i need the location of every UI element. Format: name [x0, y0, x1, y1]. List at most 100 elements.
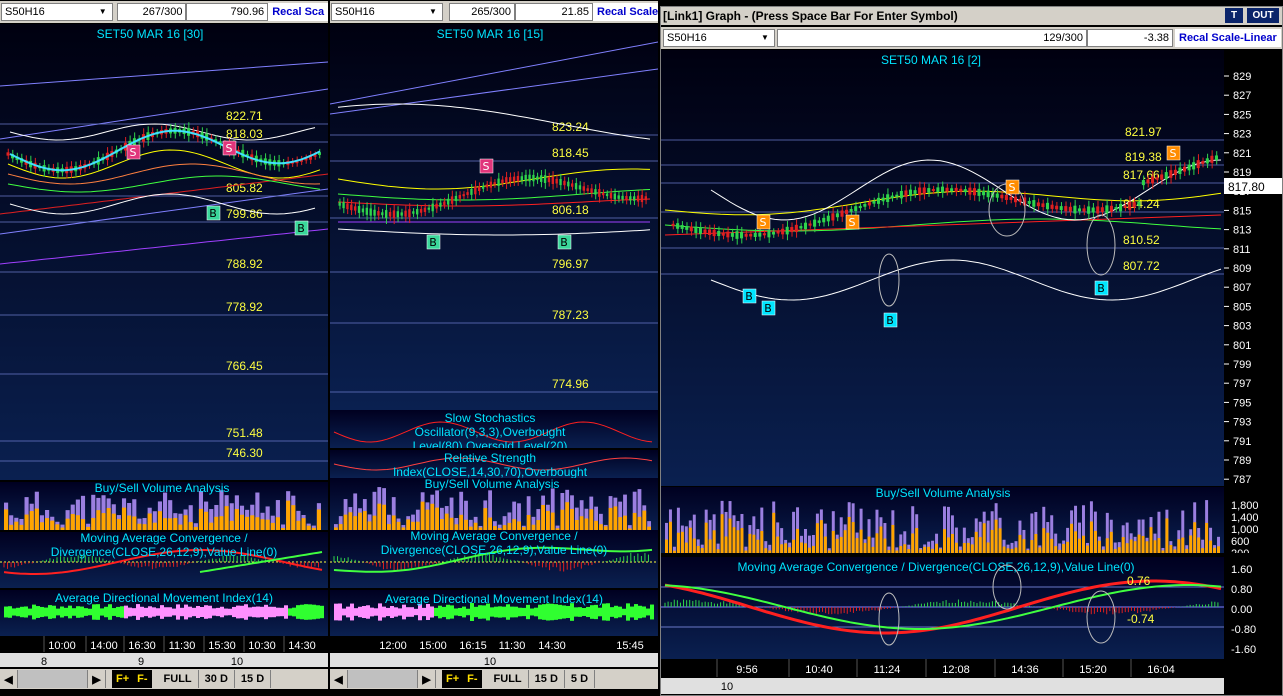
- candle: [698, 227, 702, 234]
- volume-bar-buy: [468, 526, 473, 530]
- adx-band: [574, 607, 578, 617]
- scrollbar[interactable]: [348, 670, 418, 688]
- candle: [1128, 202, 1132, 210]
- volume-bar-buy: [55, 524, 60, 530]
- macd-value-label: 0.76: [1127, 574, 1151, 588]
- candle: [1151, 176, 1155, 184]
- date-label: 9: [138, 656, 144, 668]
- volume-bar-sell: [75, 499, 80, 530]
- volume-bar-buy: [788, 547, 792, 553]
- buy-signal-box: [883, 312, 898, 328]
- zoom-out-button[interactable]: F-: [133, 670, 152, 688]
- volume-bar-sell: [1161, 547, 1165, 553]
- volume-bar-sell: [353, 493, 358, 530]
- volume-bar-buy: [229, 520, 234, 530]
- volume-bar-buy: [768, 550, 772, 553]
- volume-bar-buy: [555, 528, 560, 530]
- symbol-select[interactable]: S50H16 ▼: [331, 3, 443, 21]
- volume-bar-buy: [178, 524, 183, 530]
- scrollbar[interactable]: [18, 670, 88, 688]
- y-axis-label: 813: [1233, 225, 1251, 237]
- volume-bar-sell: [1217, 536, 1220, 553]
- zoom-in-button[interactable]: F+: [442, 670, 464, 688]
- stochastic-chart: Slow StochasticsOscillator(9,3,3),Overbo…: [330, 410, 658, 448]
- adx-band: [346, 606, 350, 618]
- out-button[interactable]: OUT: [1247, 8, 1279, 23]
- volume-bar-buy: [672, 550, 676, 553]
- candle: [721, 232, 725, 236]
- candle: [1091, 207, 1095, 213]
- t-button[interactable]: T: [1225, 8, 1243, 23]
- price-chart: SET50 MAR 16 [2]821.97819.38817.66814.24…: [661, 50, 1282, 486]
- volume-bar-buy: [137, 523, 142, 530]
- candle: [1146, 179, 1150, 184]
- scroll-left-button[interactable]: ◀: [0, 670, 18, 688]
- volume-bar-sell: [531, 516, 536, 530]
- scroll-left-button[interactable]: ◀: [330, 670, 348, 688]
- volume-bar-buy: [193, 526, 198, 530]
- zoom-in-button[interactable]: F+: [112, 670, 134, 688]
- adx-band: [304, 604, 308, 620]
- adx-band: [108, 604, 112, 620]
- adx-band: [650, 604, 654, 620]
- volume-bar-buy: [29, 511, 34, 530]
- volume-bar-buy: [847, 516, 851, 553]
- recal-scale-button[interactable]: Recal Sca: [268, 3, 328, 21]
- symbol-select[interactable]: S50H16 ▼: [663, 29, 775, 47]
- symbol-select[interactable]: S50H16 ▼: [1, 3, 113, 21]
- volume-bar-buy: [101, 513, 106, 530]
- full-button[interactable]: FULL: [488, 670, 529, 688]
- signal-line: [664, 584, 1222, 630]
- volume-bar-sell: [623, 494, 627, 530]
- volume-bar-buy: [348, 512, 353, 530]
- volume-bar-buy: [732, 527, 736, 553]
- candle: [1105, 205, 1109, 214]
- date-label: 10: [721, 681, 733, 693]
- volume-bar-sell: [579, 500, 584, 530]
- volume-bar-buy: [142, 524, 147, 530]
- volume-bar-sell: [142, 518, 147, 530]
- range-15d-button[interactable]: 15 D: [235, 670, 272, 688]
- volume-bar-buy: [306, 525, 311, 530]
- adx-band: [522, 607, 526, 617]
- range-5d-button[interactable]: 5 D: [565, 670, 596, 688]
- volume-bar-sell: [954, 527, 958, 553]
- candle: [799, 226, 803, 229]
- candle: [485, 184, 489, 188]
- volume-bar-buy: [1026, 550, 1030, 553]
- volume-bar-buy: [1217, 546, 1220, 553]
- volume-axis-label: 200: [1231, 548, 1249, 553]
- recal-scale-button[interactable]: Recal Scale-Linear: [1175, 29, 1281, 47]
- candle: [540, 175, 543, 182]
- chevron-down-icon[interactable]: ▼: [761, 33, 769, 42]
- chevron-down-icon[interactable]: ▼: [98, 7, 107, 16]
- candle: [501, 179, 504, 184]
- bollinger-band: [337, 168, 651, 190]
- stoch-title-line: Level(80),Oversold Level(20): [413, 439, 568, 448]
- volume-bar-buy: [493, 526, 497, 530]
- volume-bar-buy: [147, 513, 152, 530]
- volume-bar-sell: [296, 510, 301, 530]
- volume-bar-buy: [86, 526, 91, 530]
- adx-band: [630, 606, 634, 618]
- scroll-right-button[interactable]: ▶: [88, 670, 106, 688]
- full-button[interactable]: FULL: [158, 670, 199, 688]
- zoom-out-button[interactable]: F-: [463, 670, 482, 688]
- volume-bar-buy: [1213, 547, 1217, 553]
- time-label: 15:20: [1079, 664, 1107, 676]
- range-30d-button[interactable]: 30 D: [199, 670, 235, 688]
- chevron-down-icon[interactable]: ▼: [429, 7, 437, 16]
- adx-band: [490, 607, 494, 617]
- adx-chart: Average Directional Movement Index(14): [0, 590, 328, 636]
- trend-line: [0, 61, 328, 87]
- scroll-right-button[interactable]: ▶: [418, 670, 436, 688]
- rsi-title-line: Index(CLOSE,14,30,70),Overbought: [393, 465, 588, 478]
- y-axis-label: 827: [1233, 90, 1251, 102]
- volume-bar-buy: [239, 514, 245, 530]
- adx-band: [64, 607, 68, 617]
- range-15d-button[interactable]: 15 D: [529, 670, 565, 688]
- volume-bar-sell: [1058, 543, 1062, 553]
- recal-scale-button[interactable]: Recal Scale: [593, 3, 658, 21]
- stoch-title-line: Slow Stochastics: [445, 411, 536, 425]
- adx-band: [308, 604, 312, 620]
